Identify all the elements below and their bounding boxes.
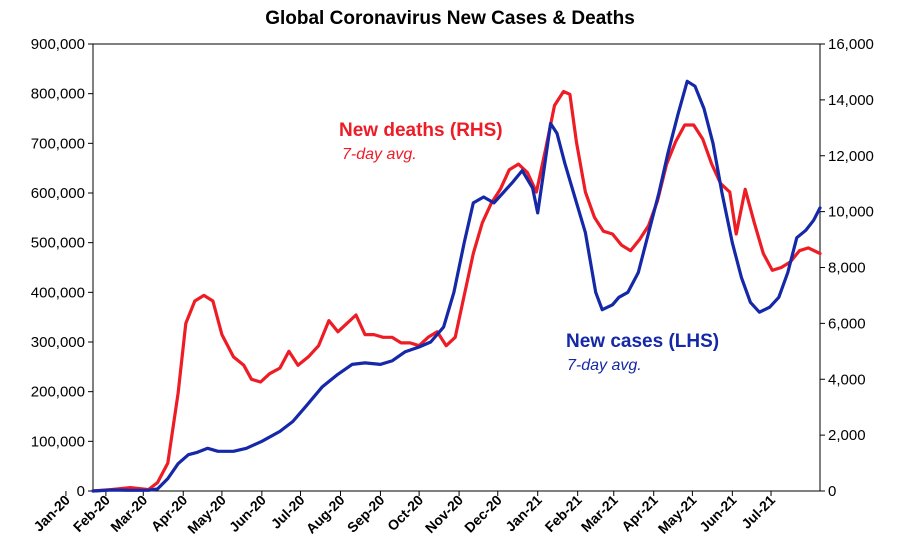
cases-series-label: New cases (LHS) — [566, 331, 719, 352]
x-axis-tick-label: Jan-20 — [30, 492, 73, 535]
x-axis-tick-label: Jan-21 — [502, 492, 545, 535]
x-axis-tick-label: May-21 — [655, 492, 700, 537]
left-axis-tick-label: 600,000 — [31, 185, 85, 202]
right-axis-tick-label: 16,000 — [828, 36, 874, 53]
deaths-series-sublabel: 7-day avg. — [342, 146, 417, 163]
x-axis-tick-label: Jun-21 — [696, 492, 739, 535]
right-axis-tick-label: 8,000 — [828, 260, 866, 277]
left-axis-tick-label: 0 — [77, 483, 85, 500]
right-axis-ticks: 0 2,000 4,000 6,000 8,000 10,000 12,000 14,000 1… — [820, 36, 874, 500]
x-axis-tick-label: Oct-20 — [384, 492, 426, 534]
plot-frame — [92, 43, 821, 492]
right-axis-tick-label: 2,000 — [828, 427, 866, 444]
right-axis-tick-label: 12,000 — [828, 148, 874, 165]
cases-series-sublabel: 7-day avg. — [567, 357, 642, 374]
right-axis-tick-label: 6,000 — [828, 315, 866, 332]
x-axis-tick-label: Dec-20 — [461, 492, 505, 536]
left-axis-tick-label: 200,000 — [31, 384, 85, 401]
left-axis-ticks: 0 100,000 200,000 300,000 400,000 500,000 600,… — [31, 36, 93, 500]
x-axis-tick-label: Aug-20 — [303, 492, 348, 537]
x-axis-ticks: Jan-20Feb-20Mar-20Apr-20May-20Jun-20Jul-… — [30, 491, 778, 537]
x-axis-tick-label: Jun-20 — [226, 492, 269, 535]
x-axis-tick-label: Apr-21 — [618, 492, 661, 535]
left-axis-tick-label: 700,000 — [31, 135, 85, 152]
left-axis-tick-label: 800,000 — [31, 86, 85, 103]
x-axis-tick-label: Apr-20 — [148, 492, 191, 535]
new-cases-line — [91, 79, 822, 493]
right-axis-tick-label: 4,000 — [828, 371, 866, 388]
x-axis-tick-label: Feb-21 — [542, 492, 585, 535]
left-axis-tick-label: 500,000 — [31, 235, 85, 252]
left-axis-tick-label: 400,000 — [31, 284, 85, 301]
x-axis-tick-label: Sep-20 — [344, 492, 388, 536]
new-deaths-line — [91, 89, 822, 493]
x-axis-tick-label: Mar-21 — [578, 492, 621, 535]
x-axis-tick-label: Jul-21 — [738, 492, 778, 532]
series-layer — [91, 79, 822, 493]
right-axis-tick-label: 14,000 — [828, 92, 874, 109]
left-axis-tick-label: 100,000 — [31, 433, 85, 450]
x-axis-tick-label: May-20 — [184, 492, 229, 537]
left-axis-tick-label: 300,000 — [31, 334, 85, 351]
deaths-series-label: New deaths (RHS) — [339, 120, 503, 141]
chart-title: Global Coronavirus New Cases & Deaths — [265, 8, 635, 29]
right-axis-tick-label: 0 — [828, 483, 836, 500]
right-axis-tick-label: 10,000 — [828, 204, 874, 221]
left-axis-tick-label: 900,000 — [31, 36, 85, 53]
x-axis-tick-label: Mar-20 — [107, 492, 150, 535]
x-axis-tick-label: Nov-20 — [422, 492, 466, 536]
